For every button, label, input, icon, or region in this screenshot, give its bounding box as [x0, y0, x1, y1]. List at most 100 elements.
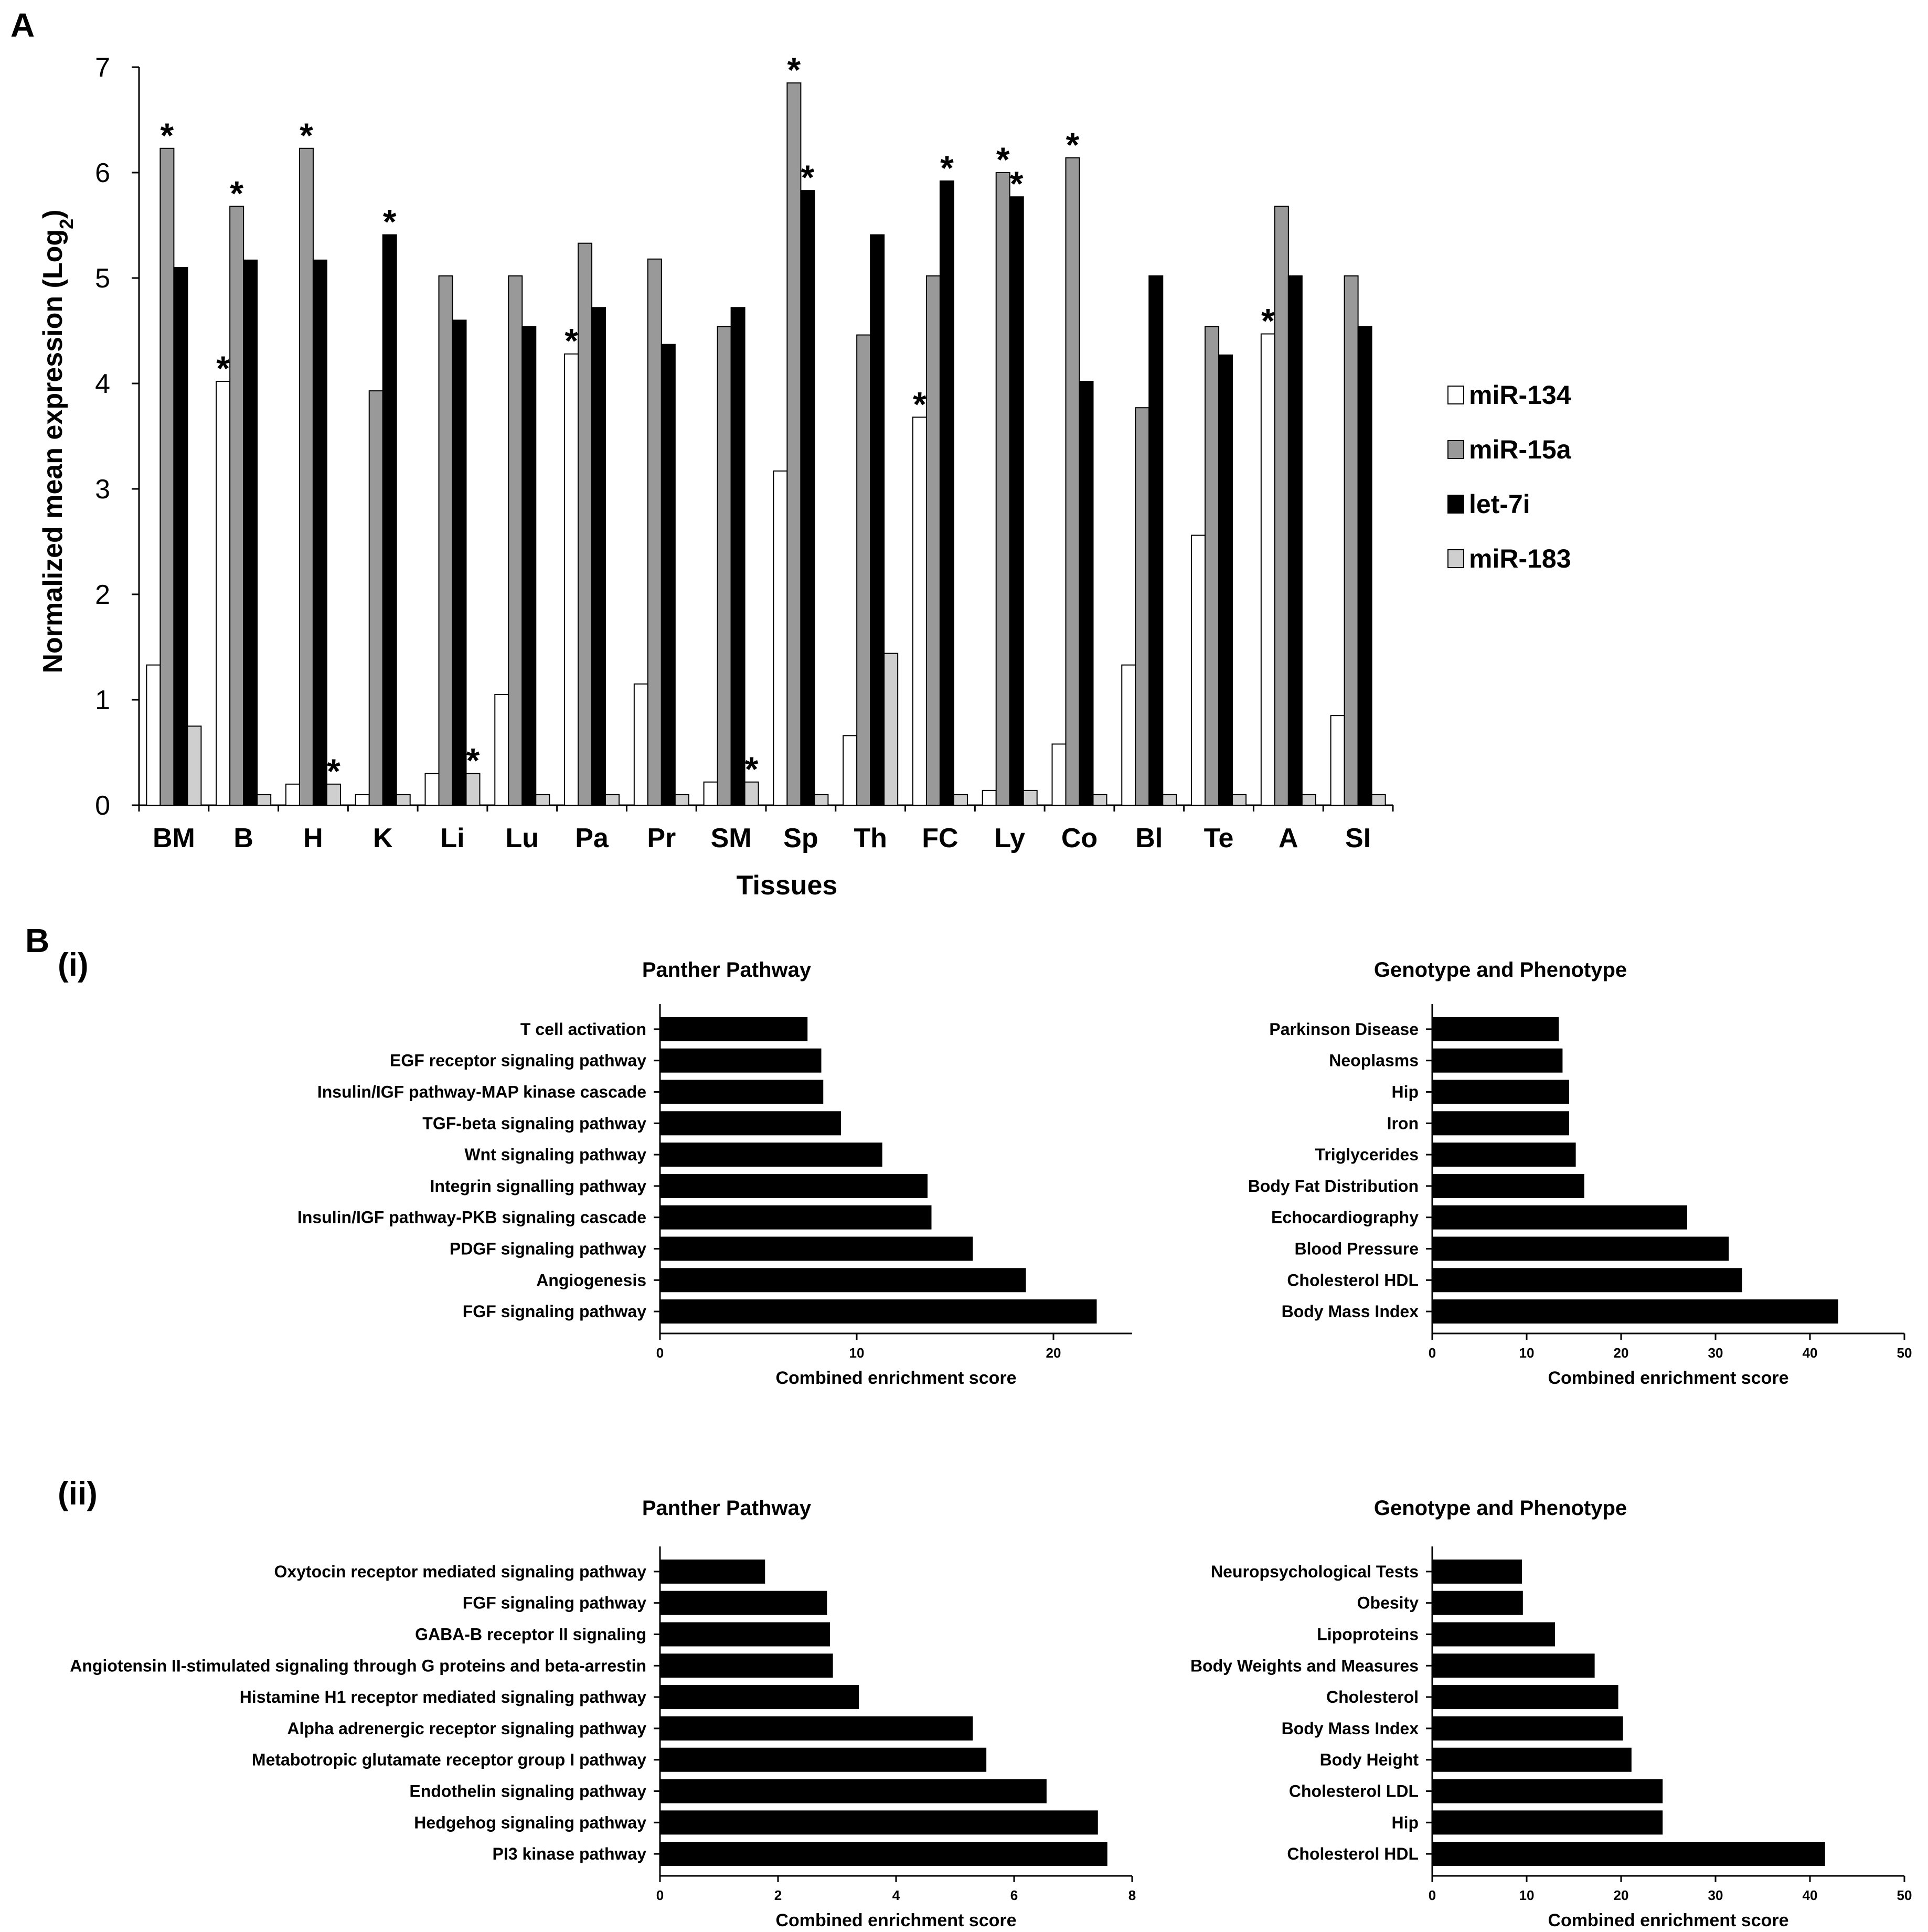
category-label: K: [373, 823, 393, 853]
y-tick-label: 7: [95, 52, 110, 83]
significance-star: *: [996, 140, 1010, 179]
hbar: [660, 1111, 841, 1136]
category-label: T cell activation: [520, 1020, 646, 1039]
bar-miR-183: [674, 794, 689, 806]
x-tick-label: 30: [1708, 1887, 1723, 1903]
hbar: [660, 1591, 827, 1615]
y-tick-label: 2: [95, 580, 110, 610]
y-tick-label: 4: [95, 369, 110, 399]
bar-miR-134: [146, 664, 161, 806]
significance-star: *: [787, 50, 801, 89]
hbar: [660, 1747, 987, 1772]
bar-miR-15a: [438, 275, 453, 806]
x-axis-title: Combined enrichment score: [775, 1368, 1016, 1388]
y-tick-label: 5: [95, 263, 110, 294]
y-tick-label: 0: [95, 791, 110, 821]
category-label: Lu: [506, 823, 539, 853]
hbar: [660, 1268, 1026, 1293]
bar-let-7i: [243, 259, 258, 806]
hbar: [1432, 1591, 1523, 1615]
bar-let-7i: [1148, 275, 1164, 806]
category-label: Endothelin signaling pathway: [409, 1782, 646, 1801]
bar-miR-15a: [578, 242, 593, 806]
bar-let-7i: [1079, 380, 1094, 806]
bar-miR-183: [535, 794, 550, 806]
legend-swatch-miR-134: [1447, 386, 1464, 404]
category-label: BM: [153, 823, 195, 853]
hbar: [660, 1653, 833, 1678]
significance-star: *: [564, 322, 578, 360]
hbar: [1432, 1236, 1729, 1261]
x-tick-label: 10: [849, 1345, 865, 1361]
y-tick-label: 3: [95, 474, 110, 505]
y-axis-title-close: ): [38, 209, 68, 218]
category-label: FGF signaling pathway: [463, 1302, 646, 1321]
hbar: [1432, 1779, 1663, 1803]
category-label: Ly: [994, 823, 1025, 853]
bar-miR-183: [883, 653, 899, 806]
category-label: TGF-beta signaling pathway: [422, 1114, 646, 1133]
bar-miR-134: [1051, 743, 1067, 806]
significance-star: *: [801, 158, 815, 197]
hbar: [1432, 1810, 1663, 1835]
bar-miR-134: [1121, 664, 1136, 806]
category-label: Metabotropic glutamate receptor group I …: [252, 1750, 646, 1769]
x-tick-label: 20: [1614, 1345, 1629, 1361]
category-label: H: [303, 823, 323, 853]
x-tick-label: 10: [1519, 1345, 1535, 1361]
x-axis-title: Combined enrichment score: [1548, 1368, 1788, 1388]
bar-miR-183: [953, 794, 968, 806]
bar-let-7i: [312, 259, 327, 806]
hbar: [660, 1143, 882, 1167]
hbar: [1432, 1299, 1838, 1324]
bar-miR-183: [465, 773, 481, 806]
category-label: Iron: [1387, 1114, 1419, 1133]
legend-label-let-7i: let-7i: [1469, 489, 1530, 519]
hbar: [1432, 1143, 1576, 1167]
hbar: [1432, 1173, 1584, 1198]
category-label: Cholesterol HDL: [1287, 1271, 1419, 1289]
hbar: [1432, 1559, 1522, 1584]
category-label: Te: [1204, 823, 1234, 853]
category-label: Body Mass Index: [1282, 1719, 1419, 1738]
x-tick-label: 40: [1803, 1887, 1818, 1903]
x-tick-label: 0: [656, 1345, 664, 1361]
bar-miR-183: [814, 794, 829, 806]
bar-miR-183: [1162, 794, 1177, 806]
bar-miR-183: [744, 781, 759, 806]
bar-miR-15a: [159, 147, 175, 806]
chart-b-ii-panther: Panther Pathway Oxytocin receptor mediate…: [70, 1497, 1136, 1930]
x-tick-label: 0: [656, 1887, 664, 1903]
bar-let-7i: [1009, 196, 1024, 806]
panel-a-label: A: [10, 6, 35, 44]
y-tick-label: 1: [95, 685, 110, 716]
bar-miR-15a: [299, 147, 314, 806]
hbar: [660, 1173, 928, 1198]
hbar: [1432, 1653, 1595, 1678]
category-label: Insulin/IGF pathway-PKB signaling cascad…: [297, 1208, 646, 1227]
bar-miR-134: [773, 470, 788, 806]
bar-let-7i: [1357, 326, 1372, 806]
significance-star: *: [300, 116, 313, 155]
hbar: [660, 1559, 765, 1584]
bar-miR-15a: [1135, 407, 1150, 806]
x-tick-label: 20: [1046, 1345, 1061, 1361]
bar-miR-134: [355, 794, 370, 806]
bar-miR-15a: [647, 258, 662, 806]
bar-let-7i: [591, 307, 606, 806]
hbar: [1432, 1685, 1618, 1710]
hbar: [660, 1080, 824, 1104]
category-label: EGF receptor signaling pathway: [390, 1051, 646, 1070]
hbar: [660, 1716, 973, 1741]
bar-miR-183: [396, 794, 411, 806]
x-tick-label: 40: [1803, 1345, 1818, 1361]
category-label: B: [233, 823, 253, 853]
hbar: [1432, 1017, 1559, 1041]
bar-miR-134: [285, 783, 300, 806]
hbar: [1432, 1205, 1687, 1230]
significance-star: *: [913, 385, 926, 423]
bar-miR-15a: [856, 334, 871, 806]
category-label: Angiogenesis: [536, 1271, 646, 1289]
